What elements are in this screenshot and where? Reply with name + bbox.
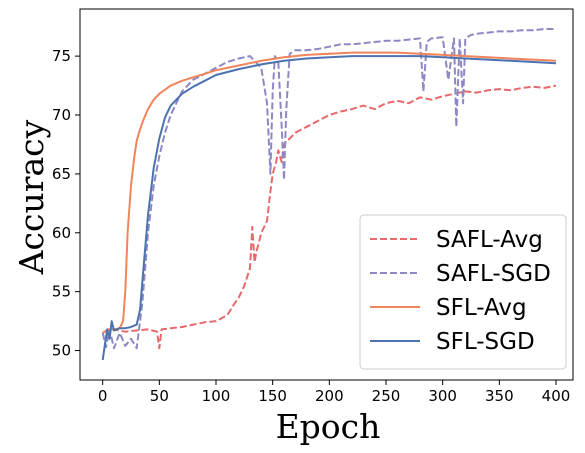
x-tick-label: 300 <box>428 387 457 405</box>
x-tick-label: 250 <box>372 387 401 405</box>
series-line-sfl-sgd <box>101 55 557 361</box>
legend-box <box>359 214 567 370</box>
y-tick-label: 50 <box>52 342 71 360</box>
legend-label-sfl-avg: SFL-Avg <box>436 295 527 321</box>
x-tick-label: 200 <box>315 387 344 405</box>
legend: SAFL-Avg SAFL-SGD SFL-Avg SFL-SGD <box>359 214 567 370</box>
series-line-safl-avg <box>102 84 557 350</box>
y-tick-label: 75 <box>52 47 71 65</box>
y-tick-label: 55 <box>52 283 71 301</box>
series-line-sfl-avg <box>102 51 557 334</box>
x-tick-label: 350 <box>485 387 514 405</box>
series-line-safl-sgd <box>101 28 556 350</box>
axes-layer: 0 50 100 150 200 250 300 350 400 50 55 60 65 70 75 <box>52 8 574 405</box>
x-tick-label: 400 <box>542 387 571 405</box>
y-axis-title: Accuracy <box>12 119 51 275</box>
x-tick-label: 100 <box>202 387 231 405</box>
series-layer <box>101 28 557 361</box>
legend-label-sfl-sgd: SFL-SGD <box>436 329 535 355</box>
x-axis-title: Epoch <box>276 407 381 446</box>
y-tick-label: 65 <box>52 165 71 183</box>
y-tick-label: 60 <box>52 224 71 242</box>
y-tick-label: 70 <box>52 106 71 124</box>
x-tick-label: 50 <box>150 387 169 405</box>
x-tick-label: 150 <box>258 387 287 405</box>
plot-frame <box>79 8 574 381</box>
x-tick-label: 0 <box>98 387 108 405</box>
legend-label-safl-avg: SAFL-Avg <box>436 227 543 253</box>
legend-label-safl-sgd: SAFL-SGD <box>436 261 551 287</box>
